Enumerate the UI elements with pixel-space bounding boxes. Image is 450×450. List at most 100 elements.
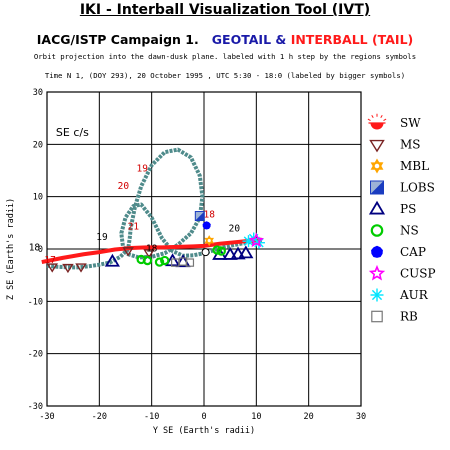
coordinate-system-label: SE c/s [56, 126, 89, 139]
legend-label-lobs: LOBS [400, 181, 435, 195]
app-title: IKI - Interball Visualization Tool (IVT) [79, 2, 371, 18]
lobs-half [370, 181, 384, 194]
geotail-hour-label: 20 [118, 181, 130, 192]
orbit-marker-ps [222, 246, 238, 260]
y-tick-label: -20 [28, 350, 43, 360]
legend-item-aur: AUR [370, 288, 429, 302]
aur-stroke [371, 289, 383, 301]
legend-label-rb: RB [400, 310, 418, 324]
cusp-star [368, 264, 386, 281]
ns-circle [142, 255, 153, 266]
projection-subtitle: Orbit projection into the dawn-dusk plan… [33, 52, 417, 61]
geotail-label: GEOTAIL [211, 32, 272, 47]
legend-label-aur: AUR [399, 288, 429, 302]
plot-frame [46, 91, 362, 407]
orbit-marker-ns [212, 245, 222, 255]
hour-label: 18 [146, 244, 158, 255]
orbit-marker-cusp [248, 232, 264, 248]
mbl-center [374, 163, 380, 169]
triangle-up-icon [368, 200, 386, 215]
ps-triangle [230, 246, 246, 260]
legend-label-cusp: CUSP [400, 267, 436, 281]
time-info: Time N 1, (DOY 293), 20 October 1995 , U… [44, 71, 406, 80]
legend-item-rb: RB [371, 310, 418, 324]
campaign-line: IACG/ISTP Campaign 1. GEOTAIL & INTERBAL… [0, 32, 450, 47]
legend-label-cap: CAP [400, 245, 426, 259]
star-icon [368, 264, 386, 281]
x-tick-label: 30 [356, 412, 366, 422]
region-markers [46, 211, 265, 274]
square-icon [371, 310, 383, 323]
legend-label-ms: MS [400, 138, 421, 152]
ms-triangle [122, 247, 134, 257]
y-tick-label: -30 [28, 402, 43, 412]
ns-circle [370, 224, 384, 237]
ns-circle [154, 257, 165, 267]
geotail-hour-label: 19 [137, 164, 149, 175]
orbit-marker-lobs [194, 211, 205, 222]
cap-pentagon [202, 221, 211, 230]
circle-icon [370, 224, 384, 237]
orbit-marker-ms [75, 263, 87, 273]
legend-item-cap: CAP [371, 245, 426, 259]
campaign-prefix: IACG/ISTP Campaign 1. [36, 32, 199, 47]
sw-ray [380, 114, 383, 119]
legend-label-mbl: MBL [400, 159, 429, 173]
legend-item-cusp: CUSP [368, 264, 436, 281]
orbit-marker-cap [202, 221, 211, 230]
interball-hour-label: 18 [204, 210, 216, 221]
interball-hour-label: 19 [96, 232, 108, 243]
orbit-marker-ms [46, 263, 58, 273]
ns-circle [160, 255, 170, 266]
cap-pentagon [371, 245, 383, 258]
legend-item-ps: PS [368, 200, 416, 216]
orbit-marker-mbl [204, 235, 214, 247]
orbit-marker-rb [185, 258, 195, 267]
orbit-marker-ms [122, 247, 134, 257]
legend: SW MS MBL LOBS PS NS CAP CUSP AUR RB [367, 113, 436, 324]
orbit-marker-ns [216, 246, 226, 256]
star-of-david-icon [370, 158, 384, 174]
mbl-center [207, 239, 211, 243]
legend-item-ms: MS [369, 138, 421, 153]
asterisk-icon [370, 288, 384, 302]
legend-label-ns: NS [400, 224, 419, 238]
ps-triangle [368, 200, 386, 215]
rb-square [185, 258, 195, 267]
sw-ray [383, 118, 387, 121]
legend-item-ns: NS [370, 224, 419, 238]
y-tick-label: 10 [33, 193, 43, 203]
legend-item-mbl: MBL [370, 158, 429, 174]
cusp-star [248, 232, 264, 248]
orbit-marker-rb [171, 258, 180, 267]
ms-triangle [46, 263, 58, 273]
orbit-marker-ps [238, 245, 254, 259]
y-tick-label: 20 [33, 140, 43, 150]
rb-square [371, 310, 383, 323]
orbit-marker-ns [142, 255, 153, 266]
x-tick-label: -10 [144, 412, 159, 422]
y-tick-label: -10 [28, 297, 43, 307]
x-tick-label: 20 [304, 412, 314, 422]
ns-circle [216, 246, 226, 256]
interball-label: INTERBALL (TAIL) [290, 32, 414, 47]
ps-triangle [165, 253, 181, 267]
ms-triangle [75, 263, 87, 273]
half-sun-icon [367, 113, 387, 130]
legend-item-lobs: LOBS [370, 180, 435, 195]
ns-circle [212, 245, 222, 255]
ampersand: & [275, 32, 287, 47]
interball-hour-label: 18 [29, 243, 41, 254]
ms-triangle [62, 263, 74, 274]
geotail-hour-label: 17 [44, 255, 55, 266]
orbit-marker-ps [104, 253, 120, 267]
filled-pentagon-icon [371, 245, 383, 258]
ps-triangle [104, 253, 120, 267]
orbit-marker-ns [160, 255, 170, 266]
legend-label-ps: PS [400, 202, 416, 216]
rb-square [171, 258, 180, 267]
interball-orbit [41, 237, 262, 265]
earth-marker [201, 248, 210, 257]
ps-triangle [238, 245, 254, 259]
